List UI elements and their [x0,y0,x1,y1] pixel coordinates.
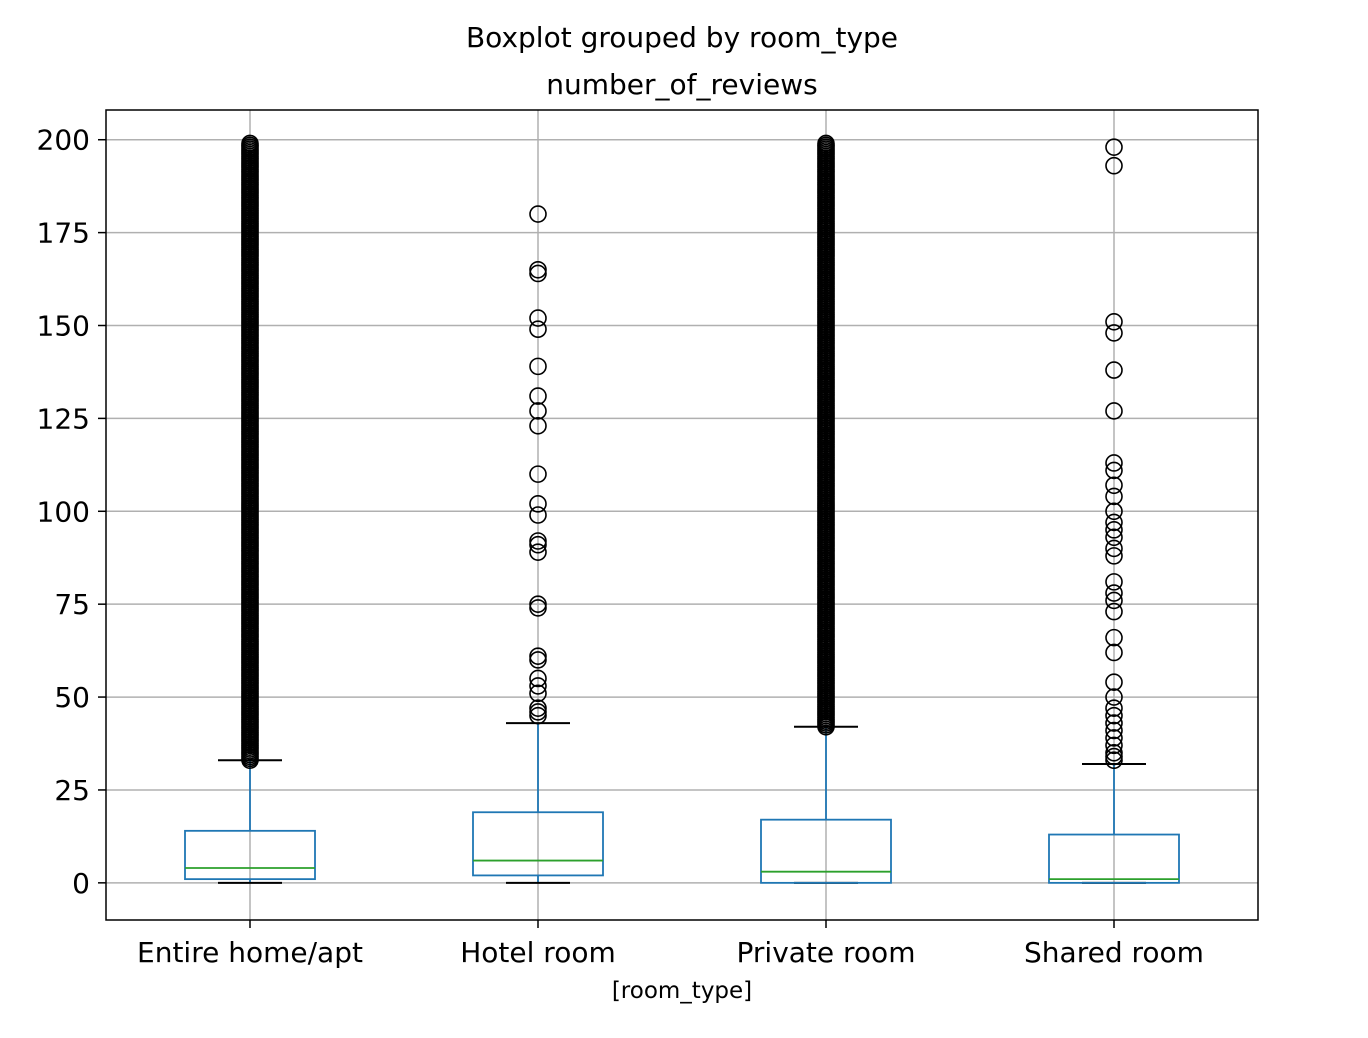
x-tick-label: Entire home/apt [137,936,363,969]
x-tick-label: Private room [737,936,916,969]
flier-point [1105,361,1123,379]
y-tick-label: 100 [37,495,90,528]
flier-point [1105,643,1123,662]
flier-point [529,309,547,327]
flier-point [1105,513,1123,532]
flier-point [1105,502,1123,521]
y-tick-label: 75 [54,588,90,621]
flier-point [529,532,547,550]
flier-point [1105,751,1123,770]
flier-point [1105,714,1123,732]
y-tick-label: 200 [37,124,90,157]
flier-point [1105,721,1123,740]
flier-point [529,495,547,513]
flier-point [529,543,547,561]
flier-point [1105,539,1123,558]
y-tick-label: 25 [54,774,90,807]
flier-point [1105,628,1123,647]
flier-point [1105,487,1123,506]
flier-point [529,264,547,283]
flier-point [529,684,547,703]
flier-point [1105,673,1123,692]
chart-suptitle: Boxplot grouped by room_type [466,21,898,54]
flier-point [529,535,547,554]
flier-point [1105,573,1123,591]
flier-point [241,134,259,153]
grid-layer [106,110,1258,920]
flier-point [529,465,547,483]
flier-point [1105,138,1123,156]
flier-point [529,506,547,524]
flier-point [1105,747,1123,766]
x-axis-label: [room_type] [612,978,752,1004]
box [184,829,316,881]
y-axis-ticks: 0 25 50 75 100 125 150 175 200 [37,124,106,900]
flier-point [1105,591,1123,610]
flier-point [1105,312,1123,331]
flier-point [529,387,547,405]
x-axis-ticks: Entire home/apt Hotel room Private room Sha… [137,920,1204,969]
box [1048,833,1180,884]
flier-point [529,320,547,339]
flier-point [1105,454,1123,472]
box [472,811,604,877]
y-tick-label: 50 [54,681,90,714]
y-tick-label: 0 [72,867,90,900]
flier-point [1105,461,1123,480]
flier-point [1105,476,1123,495]
flier-point [1105,521,1123,539]
flier-point [529,647,547,665]
x-tick-label: Shared room [1024,936,1204,969]
flier-point [817,134,835,153]
flier-point [1105,547,1123,565]
flier-point [1105,402,1123,420]
flier-layer [241,134,1123,770]
flier-point [1105,528,1123,547]
flier-point [1105,699,1123,718]
flier-point [1105,729,1123,747]
flier-point [529,402,547,420]
flier-point [529,669,547,688]
flier-point [1105,736,1123,755]
x-tick-label: Hotel room [460,936,616,969]
flier-point [1105,324,1123,342]
flier-point [529,703,547,721]
flier-point [529,357,547,376]
flier-point [529,205,547,223]
flier-point [529,677,547,695]
y-tick-label: 175 [37,217,90,250]
flier-point [1105,584,1123,602]
flier-point [529,417,547,435]
box-layer [184,722,1180,884]
flier-point [529,699,547,718]
y-tick-label: 125 [37,402,90,435]
flier-point [1105,156,1123,175]
flier-point [529,651,547,669]
chart-title: number_of_reviews [546,68,817,101]
flier-point [529,706,547,725]
box [760,818,892,884]
flier-point [1105,706,1123,725]
flier-point [529,260,547,279]
plot-frame [105,109,1259,921]
flier-point [1105,688,1123,706]
flier-point [529,595,547,613]
flier-point [1105,602,1123,621]
y-tick-label: 150 [37,310,90,343]
flier-point [1105,743,1123,762]
flier-point [529,599,547,617]
